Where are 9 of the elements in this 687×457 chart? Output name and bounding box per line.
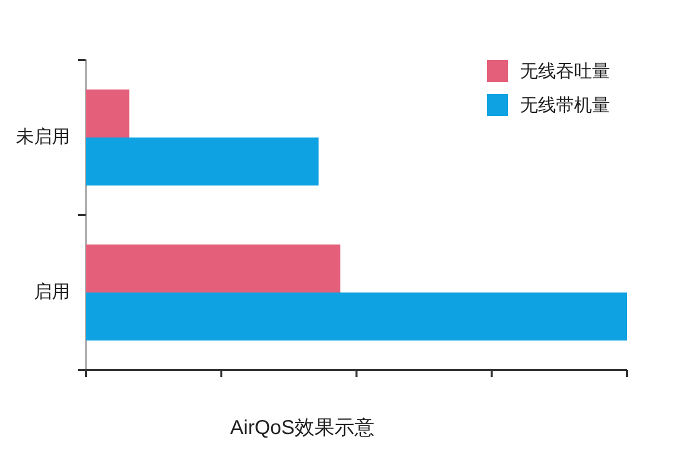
bar [86,292,627,341]
text: AirQoS效果示意 [230,416,375,440]
bar [86,244,340,292]
y-tick-label: 未启用 [16,126,70,146]
legend-label: 无线带机量 [520,94,610,117]
bar [86,138,319,186]
y-tick-label: 启用 [34,281,70,302]
legend-label: 无线吞吐量 [520,60,610,83]
bar [86,89,130,138]
